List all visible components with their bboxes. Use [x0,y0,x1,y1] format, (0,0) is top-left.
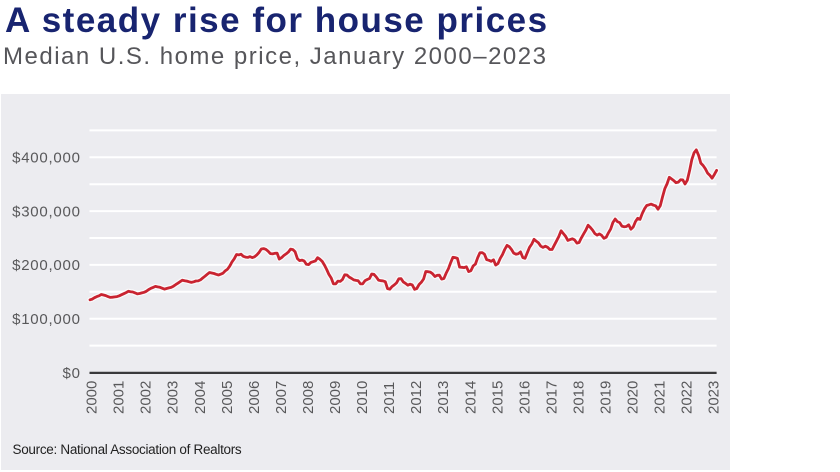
svg-text:2002: 2002 [138,381,155,414]
svg-text:2008: 2008 [300,381,317,414]
svg-text:2000: 2000 [84,381,101,414]
svg-text:$300,000: $300,000 [12,203,81,220]
svg-text:2014: 2014 [462,381,479,414]
svg-text:2018: 2018 [570,381,587,414]
svg-text:2003: 2003 [165,381,182,414]
svg-text:2007: 2007 [273,381,290,414]
svg-text:$0: $0 [63,365,81,382]
svg-text:2009: 2009 [327,381,344,414]
svg-text:2012: 2012 [408,381,425,414]
svg-text:2006: 2006 [246,381,263,414]
svg-text:$100,000: $100,000 [12,311,81,328]
svg-text:2019: 2019 [598,381,615,414]
svg-text:2004: 2004 [192,381,209,414]
svg-text:2011: 2011 [381,382,398,414]
svg-text:2017: 2017 [543,381,560,414]
svg-text:2013: 2013 [435,381,452,414]
svg-text:$200,000: $200,000 [12,257,81,274]
svg-text:2016: 2016 [516,381,533,414]
svg-text:2005: 2005 [219,381,236,414]
svg-text:2020: 2020 [625,381,642,414]
svg-text:2022: 2022 [679,381,696,414]
svg-text:2021: 2021 [652,381,669,414]
svg-text:2023: 2023 [706,381,723,414]
svg-text:$400,000: $400,000 [12,150,81,167]
svg-text:2001: 2001 [111,381,128,414]
svg-text:2010: 2010 [354,381,371,414]
svg-text:2015: 2015 [489,381,506,414]
